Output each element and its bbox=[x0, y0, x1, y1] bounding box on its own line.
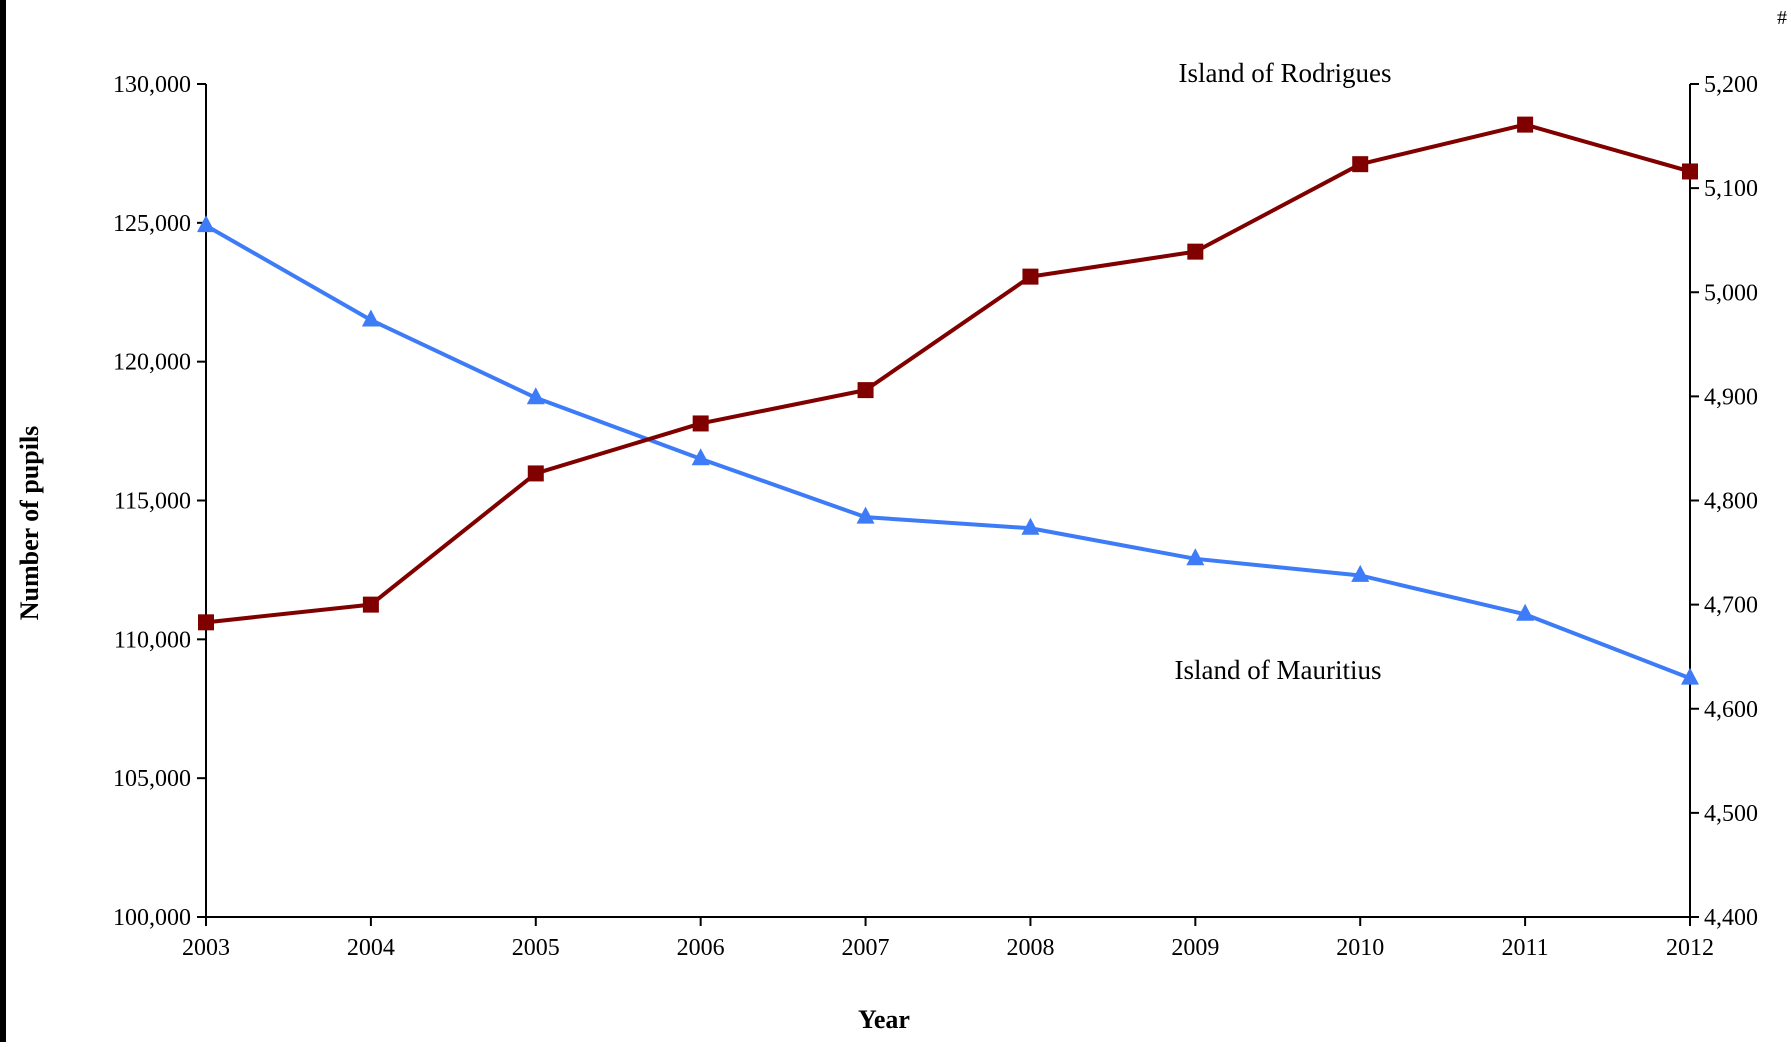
x-axis-title: Year bbox=[858, 1005, 910, 1034]
corner-mark: # bbox=[1777, 7, 1787, 29]
y-tick-label-right: 5,100 bbox=[1704, 176, 1758, 202]
labels-layer: Number of pupils Year # Island of Maurit… bbox=[15, 7, 1787, 1034]
x-tick-label: 2012 bbox=[1666, 935, 1714, 961]
y-tick-label-right: 5,000 bbox=[1704, 280, 1758, 306]
data-point-island-of-mauritius bbox=[361, 309, 380, 327]
y-tick-label-right: 4,700 bbox=[1704, 593, 1758, 619]
data-point-island-of-mauritius bbox=[1021, 517, 1040, 535]
y-tick-label-right: 4,800 bbox=[1704, 489, 1758, 515]
y-tick-label-right: 4,400 bbox=[1704, 905, 1758, 931]
data-point-island-of-rodrigues bbox=[1517, 116, 1534, 133]
data-point-island-of-rodrigues bbox=[198, 614, 214, 631]
data-point-island-of-rodrigues bbox=[857, 382, 874, 399]
data-point-island-of-mauritius bbox=[197, 215, 215, 233]
x-tick-label: 2009 bbox=[1171, 935, 1219, 961]
data-point-island-of-mauritius bbox=[1186, 548, 1205, 566]
data-point-island-of-mauritius bbox=[1681, 667, 1699, 685]
y-tick-label-left: 115,000 bbox=[114, 489, 191, 515]
data-point-island-of-rodrigues bbox=[527, 465, 544, 482]
data-point-island-of-mauritius bbox=[691, 448, 710, 466]
data-point-island-of-mauritius bbox=[1516, 603, 1535, 621]
y-tick-label-left: 120,000 bbox=[113, 350, 191, 376]
x-tick-label: 2006 bbox=[677, 935, 725, 961]
y-tick-label-left: 100,000 bbox=[113, 905, 191, 931]
x-tick-label: 2003 bbox=[182, 935, 230, 961]
series-label-mauritius: Island of Mauritius bbox=[1175, 655, 1382, 685]
series-layer bbox=[197, 116, 1699, 685]
data-point-island-of-rodrigues bbox=[1187, 243, 1204, 260]
x-tick-label: 2008 bbox=[1006, 935, 1054, 961]
data-point-island-of-mauritius bbox=[526, 387, 545, 405]
series-line-island-of-mauritius bbox=[205, 223, 1691, 681]
y-tick-label-right: 4,600 bbox=[1704, 697, 1758, 723]
data-point-island-of-rodrigues bbox=[1022, 268, 1039, 285]
x-tick-label: 2011 bbox=[1502, 935, 1549, 961]
series-island-of-rodrigues bbox=[198, 116, 1698, 631]
y-tick-label-left: 130,000 bbox=[113, 72, 191, 98]
series-label-rodrigues: Island of Rodrigues bbox=[1179, 58, 1392, 88]
data-point-island-of-rodrigues bbox=[1682, 163, 1698, 180]
data-point-island-of-mauritius bbox=[856, 506, 875, 524]
y-axis-title: Number of pupils bbox=[15, 426, 44, 621]
series-island-of-mauritius bbox=[197, 215, 1699, 685]
series-line-island-of-rodrigues bbox=[205, 122, 1691, 625]
x-tick-label: 2010 bbox=[1336, 935, 1384, 961]
data-point-island-of-rodrigues bbox=[362, 596, 379, 613]
y-tick-label-right: 5,200 bbox=[1704, 72, 1758, 98]
data-point-island-of-rodrigues bbox=[692, 415, 709, 432]
y-tick-label-left: 110,000 bbox=[114, 627, 191, 653]
y-tick-label-left: 125,000 bbox=[113, 211, 191, 237]
left-border-rule bbox=[0, 0, 6, 1042]
y-tick-label-left: 105,000 bbox=[113, 766, 191, 792]
data-point-island-of-rodrigues bbox=[1352, 156, 1369, 173]
data-point-island-of-mauritius bbox=[1351, 564, 1370, 582]
x-tick-label: 2004 bbox=[347, 935, 395, 961]
x-tick-label: 2007 bbox=[842, 935, 890, 961]
y-tick-label-right: 4,500 bbox=[1704, 801, 1758, 827]
axes: 100,000 105,000 110,000 115,000 120,000 125,0… bbox=[113, 72, 1758, 961]
x-tick-label: 2005 bbox=[512, 935, 560, 961]
y-tick-label-right: 4,900 bbox=[1704, 384, 1758, 410]
